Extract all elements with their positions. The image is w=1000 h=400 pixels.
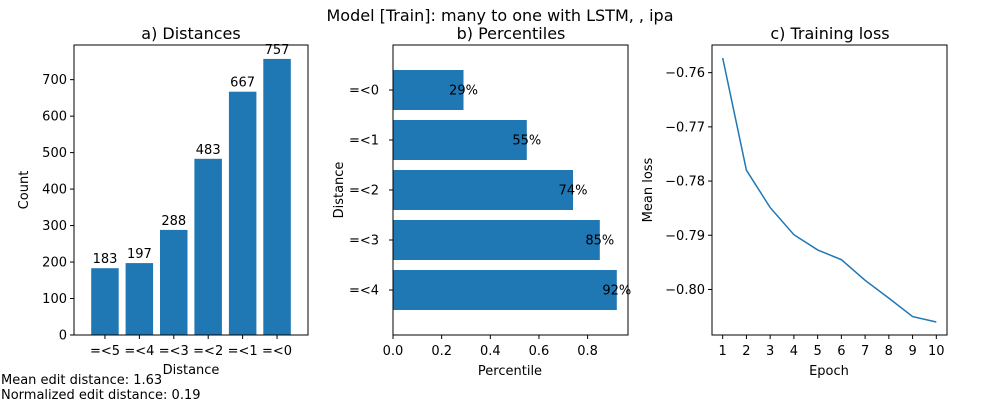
x-tick-label: =<2: [193, 344, 223, 359]
ticks-percentiles: =<0 =<1 =<2 =<3 =<4 0.0 0.2 0.4 0.6 0.8: [349, 84, 598, 360]
bar-value-label: 85%: [585, 234, 614, 249]
bar: [194, 158, 222, 335]
bar: [393, 220, 600, 260]
bar: [393, 120, 527, 160]
bar-value-label: 183: [93, 252, 118, 267]
x-tick-label: 1: [719, 344, 727, 359]
y-tick-label: =<4: [349, 284, 379, 299]
y-tick-label: =<3: [349, 234, 379, 249]
bar-value-label: 757: [265, 43, 290, 58]
x-tick-label: 4: [790, 344, 798, 359]
bar: [393, 270, 617, 310]
x-tick-label: 9: [908, 344, 916, 359]
y-tick-label: =<1: [349, 134, 379, 149]
x-tick-label: =<0: [262, 344, 292, 359]
x-tick-label: 5: [813, 344, 821, 359]
y-tick-label: −0.76: [665, 66, 705, 81]
ticks-distances: =<5 =<4 =<3 =<2 =<1 =<0 0 100 200 300 400 500 600 700: [42, 73, 292, 359]
bar-value-label: 197: [127, 247, 152, 262]
x-tick-label: 7: [861, 344, 869, 359]
y-tick-label: 500: [42, 146, 67, 161]
ticks-training-loss: 1 2 3 4 5 6 7 8 9 10−0.76−0.77−0.78−0.79−0.80: [665, 66, 944, 359]
x-tick-label: 0.4: [480, 344, 501, 359]
x-tick-label: 6: [837, 344, 845, 359]
x-axis-label-training-loss: Epoch: [809, 364, 849, 379]
x-tick-label: =<3: [159, 344, 189, 359]
y-tick-label: =<2: [349, 184, 379, 199]
y-tick-label: 200: [42, 256, 67, 271]
bar: [263, 58, 291, 336]
y-axis-label-training-loss: Mean loss: [641, 157, 656, 222]
x-tick-label: 0.8: [577, 344, 598, 359]
figure-suptitle: Model [Train]: many to one with LSTM, , …: [327, 6, 674, 25]
bar-value-label: 667: [230, 76, 255, 91]
mean-edit-distance-text: Mean edit distance: 1.63: [1, 373, 162, 388]
loss-line: [721, 57, 937, 323]
x-axis-label-distances: Distance: [163, 363, 220, 378]
bars-percentiles: 29% 55% 74% 85% 92%: [393, 70, 631, 310]
panel-percentiles: b) Percentiles Percentile Distance 29% 55…: [332, 24, 631, 379]
chart-title-training-loss: c) Training loss: [770, 24, 889, 43]
x-tick-label: 0.6: [529, 344, 550, 359]
bar-value-label: 74%: [559, 184, 588, 199]
chart-title-percentiles: b) Percentiles: [457, 24, 566, 43]
bar: [393, 70, 464, 110]
normalized-edit-distance-text: Normalized edit distance: 0.19: [1, 388, 201, 400]
x-tick-label: 0.0: [383, 344, 404, 359]
bar-value-label: 483: [196, 143, 221, 158]
x-tick-label: 3: [766, 344, 774, 359]
bar-value-label: 55%: [512, 134, 541, 149]
y-tick-label: −0.78: [665, 175, 705, 190]
y-tick-label: 700: [42, 73, 67, 88]
y-axis-label-percentiles: Distance: [332, 162, 347, 219]
y-tick-label: 400: [42, 183, 67, 198]
chart-title-distances: a) Distances: [141, 24, 240, 43]
axes-frame-distances: [73, 44, 309, 336]
axes-frame-percentiles: [392, 44, 629, 336]
bar-value-label: 288: [161, 214, 186, 229]
panel-distances: a) Distances Distance Count 183 197 288 483…: [17, 24, 309, 378]
y-tick-label: 300: [42, 219, 67, 234]
y-tick-label: −0.77: [665, 120, 705, 135]
x-tick-label: 2: [742, 344, 750, 359]
bar-value-label: 29%: [449, 84, 478, 99]
y-tick-label: 0: [59, 329, 67, 344]
bar: [125, 263, 154, 335]
bars-distances: 183 197 288 483 667 757: [91, 43, 291, 336]
y-tick-label: =<0: [349, 84, 379, 99]
x-tick-label: =<5: [90, 344, 120, 359]
bar: [393, 170, 573, 210]
x-tick-label: =<4: [124, 344, 154, 359]
y-tick-label: 600: [42, 110, 67, 125]
bar: [160, 229, 188, 335]
x-tick-label: 0.2: [431, 344, 452, 359]
y-axis-label-distances: Count: [17, 171, 32, 210]
x-tick-label: 10: [928, 344, 945, 359]
bar: [91, 268, 119, 335]
y-tick-label: −0.80: [665, 283, 705, 298]
bar: [228, 91, 257, 335]
y-tick-label: 100: [42, 292, 67, 307]
axes-frame-training-loss: [711, 44, 948, 336]
x-tick-label: =<1: [228, 344, 258, 359]
bar-value-label: 92%: [602, 284, 631, 299]
x-tick-label: 8: [885, 344, 893, 359]
x-axis-label-percentiles: Percentile: [478, 364, 542, 379]
y-tick-label: −0.79: [665, 229, 705, 244]
